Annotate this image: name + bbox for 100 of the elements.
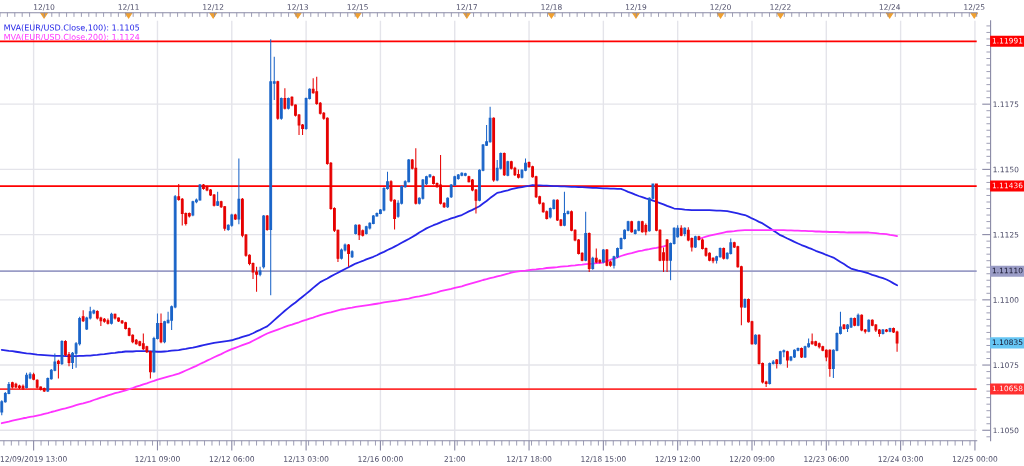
candlestick xyxy=(591,256,595,271)
candlestick xyxy=(357,223,361,241)
candlestick xyxy=(867,318,871,333)
candlestick xyxy=(134,338,138,346)
candlestick xyxy=(414,147,418,206)
candlestick xyxy=(800,347,803,359)
candlestick xyxy=(679,224,683,237)
candlestick xyxy=(10,381,14,390)
candlestick xyxy=(148,350,152,380)
candlestick xyxy=(432,175,435,186)
candlestick xyxy=(212,193,216,207)
candlestick xyxy=(594,247,598,264)
candlestick xyxy=(877,328,881,338)
candlestick xyxy=(849,317,853,329)
candlestick xyxy=(276,80,280,121)
candlestick xyxy=(233,213,237,221)
candlestick xyxy=(265,214,269,232)
candlestick xyxy=(584,211,588,262)
candlestick xyxy=(885,328,888,333)
candlestick xyxy=(202,183,205,191)
candlestick xyxy=(350,249,354,259)
candlestick xyxy=(279,96,283,121)
candlestick xyxy=(230,213,234,228)
text: MVA(EUR/USD.Close,100): 1.1105 xyxy=(4,24,140,32)
candlestick xyxy=(191,200,195,217)
candlestick xyxy=(502,151,506,177)
candlestick xyxy=(159,312,163,344)
candlestick xyxy=(106,318,110,326)
candlestick xyxy=(810,332,814,346)
candlestick xyxy=(32,372,36,381)
candlestick xyxy=(881,328,885,336)
candlestick xyxy=(754,333,757,346)
candlestick xyxy=(605,248,609,267)
candlestick xyxy=(262,214,266,270)
candlestick xyxy=(25,372,28,390)
candlestick xyxy=(856,312,860,327)
candlestick xyxy=(269,38,273,296)
candlestick xyxy=(637,220,641,232)
line-series xyxy=(0,184,898,358)
candlestick xyxy=(630,220,634,234)
candlestick xyxy=(517,168,520,180)
candlestick xyxy=(665,238,669,273)
candlestick xyxy=(102,317,106,324)
candlestick xyxy=(255,266,258,293)
candlestick xyxy=(42,386,46,393)
candlestick xyxy=(117,316,120,323)
candlestick xyxy=(768,361,772,386)
candlestick xyxy=(828,348,832,378)
candlestick xyxy=(198,183,202,202)
candlestick xyxy=(785,350,789,369)
candlestick xyxy=(92,308,96,315)
candlestick xyxy=(237,157,241,225)
candlestick xyxy=(340,247,343,260)
candlestick xyxy=(492,116,496,183)
candlestick xyxy=(35,378,39,390)
candlestick xyxy=(258,266,262,277)
candlestick xyxy=(587,232,591,273)
candlestick xyxy=(729,238,733,255)
candlestick xyxy=(439,154,442,206)
candlestick xyxy=(888,327,892,333)
candlestick xyxy=(506,160,510,177)
candlestick xyxy=(555,198,559,222)
candlestick xyxy=(693,235,697,249)
candlestick xyxy=(81,309,85,323)
candlestick xyxy=(711,256,715,264)
candlestick xyxy=(853,317,857,327)
candlestick xyxy=(283,87,287,110)
candlestick xyxy=(775,358,779,369)
candlestick xyxy=(463,172,467,177)
candlestick xyxy=(874,323,878,333)
candlestick xyxy=(141,332,145,351)
candlestick xyxy=(895,330,899,353)
candlestick xyxy=(842,323,846,331)
candlestick xyxy=(446,196,450,209)
candlestick xyxy=(361,228,365,237)
candlestick xyxy=(708,251,711,262)
candlestick xyxy=(347,243,350,268)
candlestick xyxy=(364,225,368,236)
candlestick xyxy=(287,96,290,110)
candlestick xyxy=(644,222,648,236)
candlestick xyxy=(21,384,25,391)
candlestick xyxy=(60,339,64,366)
candlestick xyxy=(18,384,21,390)
candlestick xyxy=(860,313,864,332)
candlestick xyxy=(778,350,782,366)
candlestick xyxy=(371,214,375,225)
text: MVA(EUR/USD.Close,200): 1.1124 xyxy=(4,33,140,41)
candlestick xyxy=(817,342,821,350)
candlestick xyxy=(722,246,726,260)
candlestick xyxy=(488,106,492,144)
candlestick xyxy=(56,359,60,380)
candlestick xyxy=(205,185,209,192)
candlestick xyxy=(223,205,227,232)
candlestick xyxy=(216,191,220,207)
candlestick xyxy=(640,220,644,234)
candlestick xyxy=(354,223,358,236)
candlestick xyxy=(113,312,117,320)
candlestick xyxy=(563,191,566,227)
candlestick xyxy=(110,312,113,326)
candlestick xyxy=(793,348,796,359)
